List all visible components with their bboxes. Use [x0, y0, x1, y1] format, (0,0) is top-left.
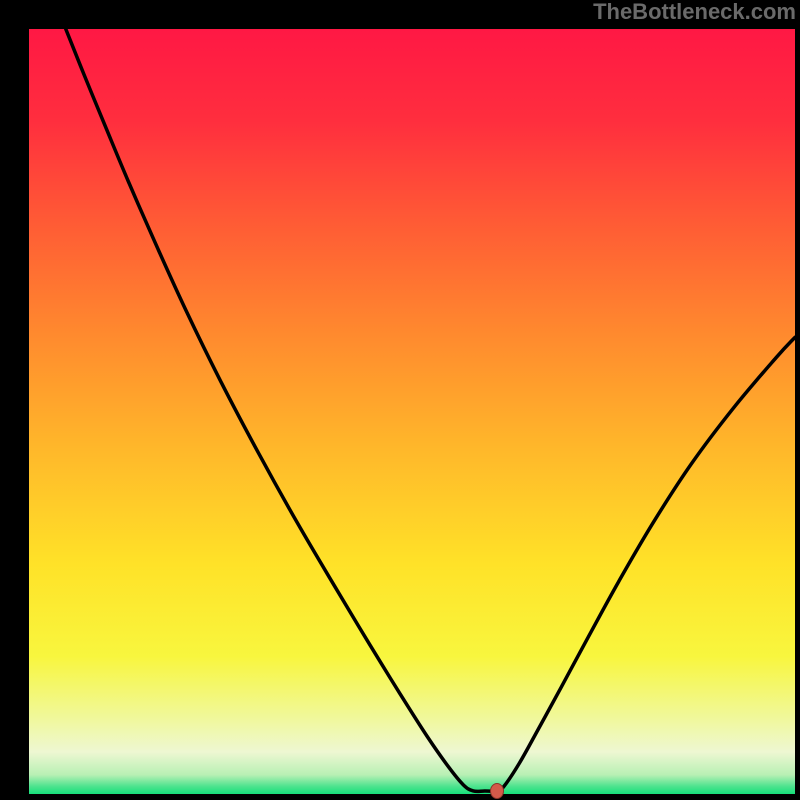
bottleneck-curve	[66, 29, 795, 791]
chart-curve-layer	[29, 29, 795, 794]
chart-plot-area	[29, 29, 795, 794]
watermark-text: TheBottleneck.com	[593, 0, 796, 24]
optimal-point-marker	[490, 783, 504, 799]
